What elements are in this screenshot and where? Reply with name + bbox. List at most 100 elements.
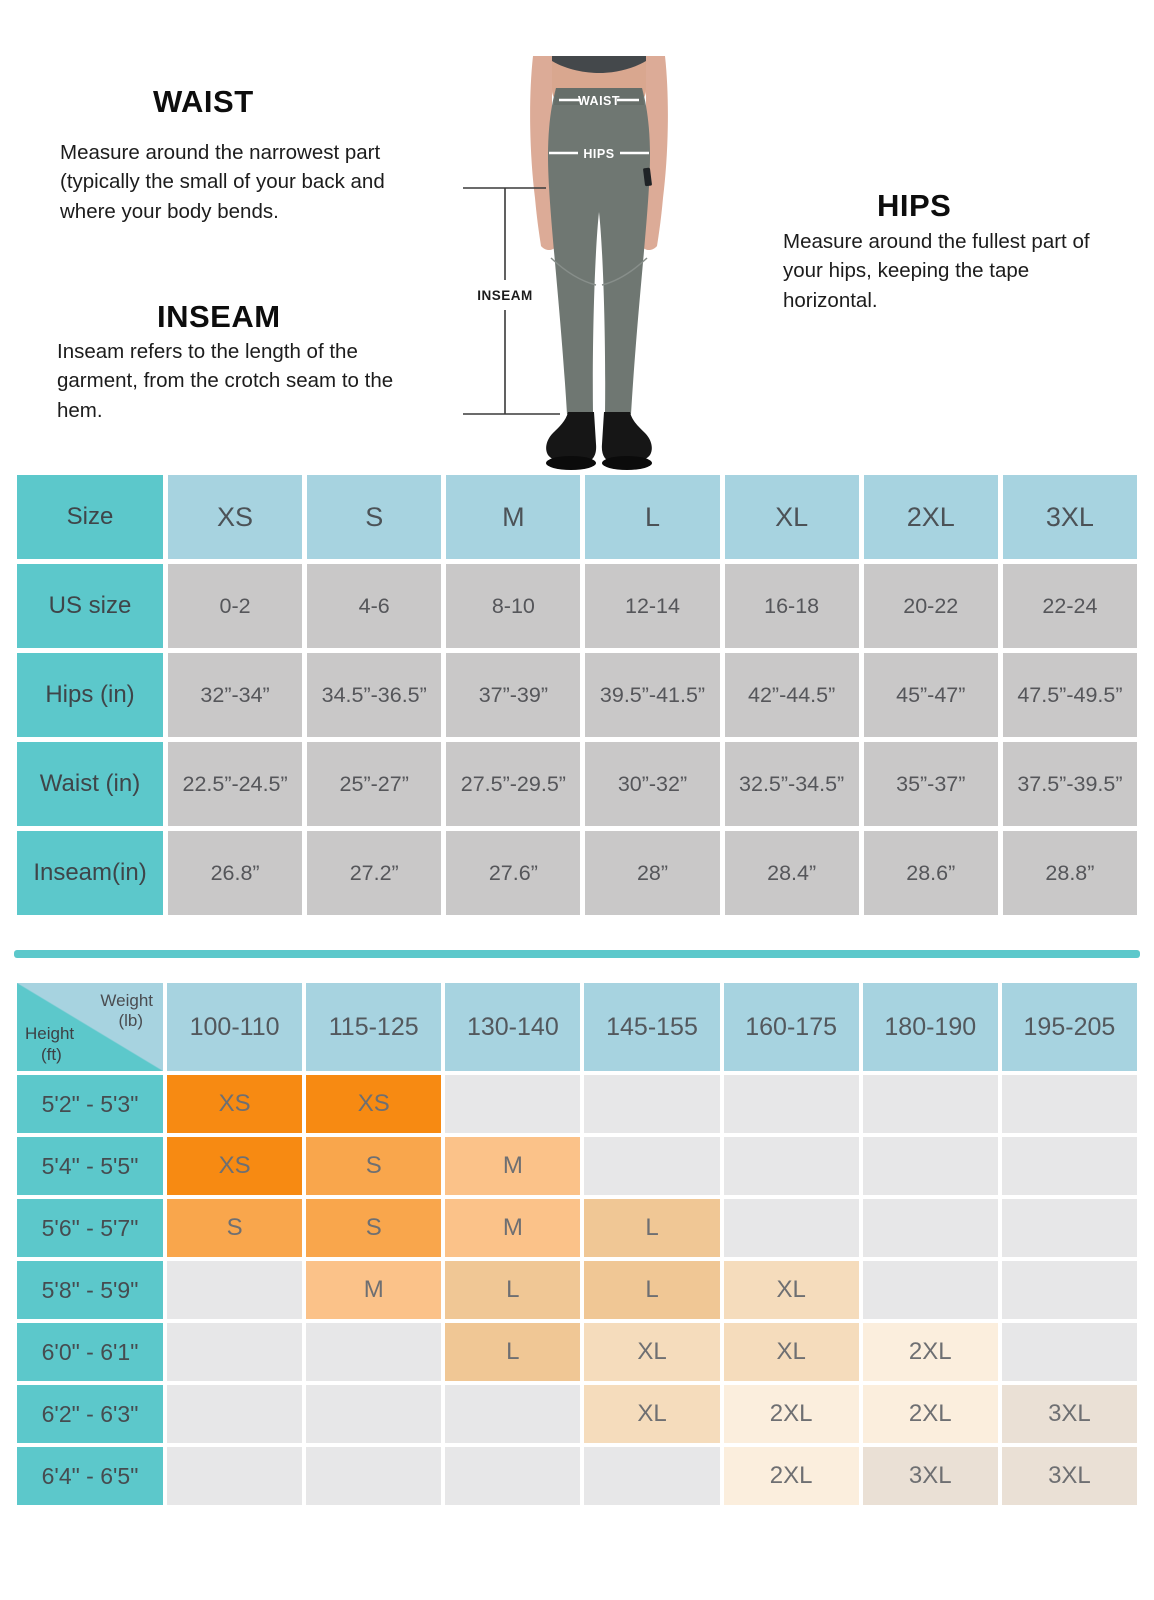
size-table-row-label: US size [17, 564, 163, 648]
size-table: Size XS S M L XL 2XL 3XL US size 0-2 4-6 8-10 12-14 1… [17, 475, 1137, 915]
matrix-empty-cell [167, 1385, 303, 1443]
size-table-row-label: Hips (in) [17, 653, 163, 737]
size-table-value-cell: 0-2 [168, 564, 303, 648]
size-table-value-cell: 42”-44.5” [724, 653, 859, 737]
matrix-empty-cell [1001, 1261, 1137, 1319]
matrix-weight-axis-label: Weight (lb) [100, 991, 153, 1031]
size-table-value-cell: 22-24 [1002, 564, 1137, 648]
size-table-value-cell: 28.8” [1002, 831, 1137, 915]
matrix-size-cell: S [306, 1199, 442, 1257]
matrix-empty-cell [584, 1447, 720, 1505]
matrix-empty-cell [306, 1447, 442, 1505]
size-table-value-cell: 34.5”-36.5” [307, 653, 442, 737]
size-table-header-cell: 3XL [1002, 475, 1137, 559]
matrix-size-cell: 2XL [723, 1385, 859, 1443]
figure-pocket-tag [643, 167, 652, 187]
matrix-height-axis-label: Height (ft) [25, 1024, 75, 1064]
size-table-header-cell: 2XL [863, 475, 998, 559]
matrix-size-cell: 2XL [862, 1323, 998, 1381]
matrix-empty-cell [862, 1137, 998, 1195]
size-table-value-cell: 28.4” [724, 831, 859, 915]
size-table-row-label: Waist (in) [17, 742, 163, 826]
matrix-size-cell: 3XL [1001, 1385, 1137, 1443]
matrix-empty-cell [862, 1075, 998, 1133]
matrix-empty-cell [445, 1447, 581, 1505]
figure-hips-label: HIPS [583, 147, 614, 161]
figure-top-band [552, 56, 646, 73]
size-table-value-cell: 37.5”-39.5” [1002, 742, 1137, 826]
size-table-value-cell: 27.2” [307, 831, 442, 915]
figure-waist-label: WAIST [578, 94, 620, 108]
hips-section-title: HIPS [877, 188, 952, 223]
size-table-value-cell: 39.5”-41.5” [585, 653, 720, 737]
inseam-section-description: Inseam refers to the length of the garme… [57, 340, 394, 422]
size-table-value-cell: 47.5”-49.5” [1002, 653, 1137, 737]
size-table-value-cell: 8-10 [446, 564, 581, 648]
matrix-height-cell: 6'4" - 6'5" [17, 1447, 163, 1505]
size-table-header-cell: L [585, 475, 720, 559]
size-table-corner-label: Size [17, 475, 163, 559]
matrix-empty-cell [445, 1075, 581, 1133]
matrix-size-cell: XL [723, 1323, 859, 1381]
matrix-height-cell: 6'2" - 6'3" [17, 1385, 163, 1443]
figure-right-shoe [601, 412, 652, 464]
matrix-size-cell: XS [306, 1075, 442, 1133]
matrix-size-cell: S [167, 1199, 303, 1257]
matrix-empty-cell [1001, 1137, 1137, 1195]
size-table-row-label: Inseam(in) [17, 831, 163, 915]
model-figure-illustration: WAIST HIPS INSEAM [463, 56, 668, 470]
figure-right-sole [602, 456, 652, 470]
section-divider [14, 950, 1140, 958]
matrix-empty-cell [167, 1447, 303, 1505]
matrix-weight-header-cell: 145-155 [584, 983, 720, 1071]
size-table-value-cell: 25”-27” [307, 742, 442, 826]
matrix-empty-cell [1001, 1323, 1137, 1381]
matrix-empty-cell [306, 1323, 442, 1381]
matrix-empty-cell [723, 1137, 859, 1195]
size-table-value-cell: 35”-37” [863, 742, 998, 826]
matrix-weight-header-cell: 115-125 [306, 983, 442, 1071]
matrix-height-cell: 5'6" - 5'7" [17, 1199, 163, 1257]
matrix-empty-cell [584, 1137, 720, 1195]
matrix-empty-cell [723, 1199, 859, 1257]
size-table-value-cell: 28.6” [863, 831, 998, 915]
size-table-value-cell: 28” [585, 831, 720, 915]
matrix-corner-cell: Weight (lb) Height (ft) [17, 983, 163, 1071]
matrix-empty-cell [167, 1323, 303, 1381]
size-table-value-cell: 32.5”-34.5” [724, 742, 859, 826]
matrix-size-cell: M [306, 1261, 442, 1319]
matrix-size-cell: M [445, 1137, 581, 1195]
matrix-weight-header-cell: 100-110 [167, 983, 303, 1071]
size-table-value-cell: 45”-47” [863, 653, 998, 737]
matrix-size-cell: L [584, 1261, 720, 1319]
matrix-empty-cell [723, 1075, 859, 1133]
matrix-weight-header-cell: 130-140 [445, 983, 581, 1071]
matrix-empty-cell [584, 1075, 720, 1133]
size-table-value-cell: 16-18 [724, 564, 859, 648]
matrix-size-cell: S [306, 1137, 442, 1195]
size-table-value-cell: 4-6 [307, 564, 442, 648]
matrix-size-cell: XL [584, 1385, 720, 1443]
matrix-height-cell: 5'2" - 5'3" [17, 1075, 163, 1133]
size-table-value-cell: 26.8” [168, 831, 303, 915]
matrix-empty-cell [445, 1385, 581, 1443]
size-table-value-cell: 37”-39” [446, 653, 581, 737]
matrix-size-cell: XL [584, 1323, 720, 1381]
matrix-empty-cell [1001, 1199, 1137, 1257]
matrix-size-cell: 2XL [862, 1385, 998, 1443]
size-table-value-cell: 12-14 [585, 564, 720, 648]
size-table-header-cell: XS [168, 475, 303, 559]
inseam-section-title: INSEAM [157, 299, 281, 334]
matrix-size-cell: 3XL [862, 1447, 998, 1505]
size-table-value-cell: 22.5”-24.5” [168, 742, 303, 826]
size-table-header-cell: XL [724, 475, 859, 559]
matrix-empty-cell [167, 1261, 303, 1319]
figure-inseam-label: INSEAM [477, 288, 533, 303]
size-table-value-cell: 20-22 [863, 564, 998, 648]
matrix-height-cell: 5'4" - 5'5" [17, 1137, 163, 1195]
matrix-size-cell: 3XL [1001, 1447, 1137, 1505]
fit-matrix: Weight (lb) Height (ft) 100-110 115-125 13… [17, 983, 1137, 1505]
matrix-empty-cell [306, 1385, 442, 1443]
matrix-height-cell: 6'0" - 6'1" [17, 1323, 163, 1381]
